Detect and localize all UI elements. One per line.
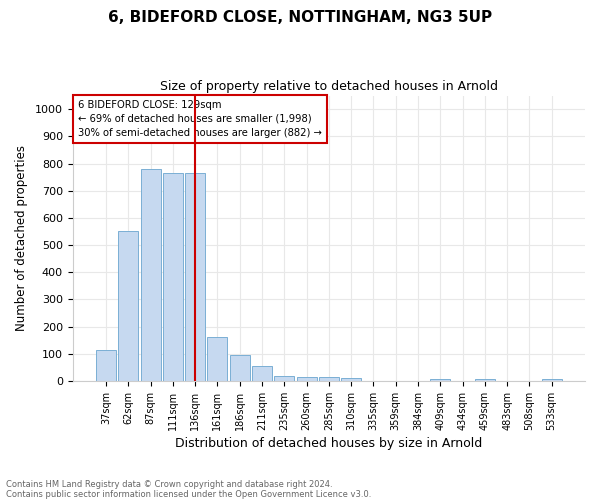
Bar xyxy=(475,379,495,381)
Bar xyxy=(96,350,116,381)
Bar xyxy=(252,366,272,381)
Bar xyxy=(430,379,450,381)
X-axis label: Distribution of detached houses by size in Arnold: Distribution of detached houses by size … xyxy=(175,437,482,450)
Text: 6, BIDEFORD CLOSE, NOTTINGHAM, NG3 5UP: 6, BIDEFORD CLOSE, NOTTINGHAM, NG3 5UP xyxy=(108,10,492,25)
Text: 6 BIDEFORD CLOSE: 129sqm
← 69% of detached houses are smaller (1,998)
30% of sem: 6 BIDEFORD CLOSE: 129sqm ← 69% of detach… xyxy=(78,100,322,138)
Y-axis label: Number of detached properties: Number of detached properties xyxy=(15,146,28,332)
Bar xyxy=(185,173,205,381)
Title: Size of property relative to detached houses in Arnold: Size of property relative to detached ho… xyxy=(160,80,498,93)
Bar xyxy=(296,378,317,381)
Bar xyxy=(140,169,161,381)
Bar xyxy=(319,378,339,381)
Bar xyxy=(118,232,138,381)
Bar xyxy=(341,378,361,381)
Bar xyxy=(208,338,227,381)
Text: Contains HM Land Registry data © Crown copyright and database right 2024.
Contai: Contains HM Land Registry data © Crown c… xyxy=(6,480,371,499)
Bar xyxy=(163,173,183,381)
Bar xyxy=(230,355,250,381)
Bar xyxy=(542,379,562,381)
Bar xyxy=(274,376,294,381)
